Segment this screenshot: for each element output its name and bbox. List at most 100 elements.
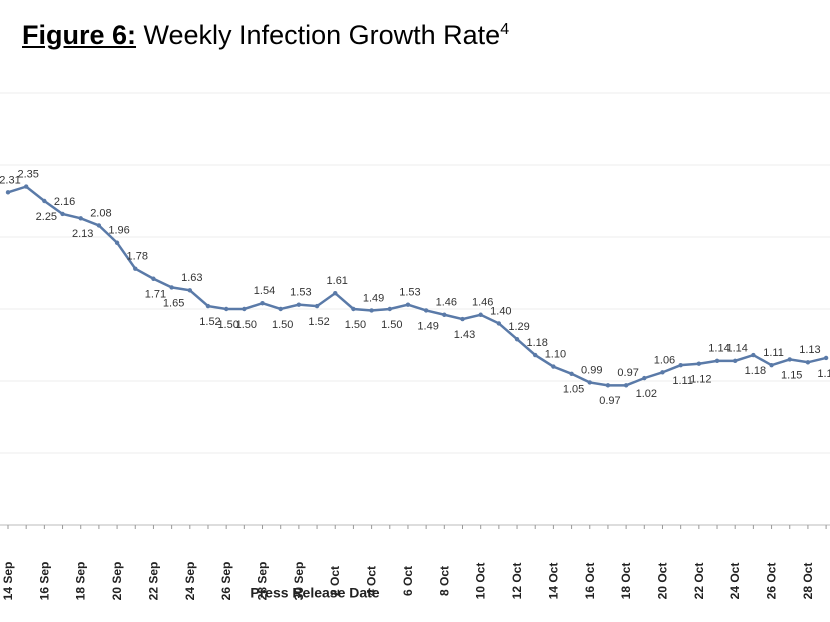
x-tick-label: 14 Oct (546, 563, 560, 600)
x-tick-group: 14 Sep (1, 562, 15, 601)
x-tick-group: 16 Oct (583, 563, 597, 600)
data-label: 2.08 (90, 207, 111, 219)
x-tick-label: 8 Oct (437, 566, 451, 596)
point (605, 383, 611, 388)
x-tick-label: 24 Oct (728, 563, 742, 600)
data-label: 1.46 (436, 297, 457, 309)
x-tick-group: 4 Oct (365, 566, 379, 596)
data-label: 1.52 (199, 316, 220, 328)
x-tick-group: 22 Oct (692, 563, 706, 600)
data-label: 1.15 (781, 369, 802, 381)
point (805, 360, 811, 365)
point (151, 276, 156, 281)
data-label: 1.50 (236, 319, 257, 331)
x-tick-group: 20 Oct (655, 563, 669, 600)
data-label: 0.99 (581, 364, 602, 376)
point (242, 306, 247, 312)
point (551, 364, 556, 369)
data-label: 1.29 (508, 321, 529, 333)
x-tick-group: 24 Sep (183, 562, 197, 601)
x-tick-group: 10 Oct (474, 563, 488, 600)
point (678, 362, 683, 368)
data-label: 1.40 (490, 305, 511, 317)
x-tick-label: 16 Oct (583, 563, 597, 600)
point (205, 303, 211, 309)
x-tick-group: 22 Sep (146, 562, 160, 601)
line (7, 185, 827, 387)
point (387, 306, 392, 312)
x-tick-label: 22 Oct (692, 563, 706, 600)
x-tick-group: 24 Oct (728, 563, 742, 600)
x-tick-label: 4 Oct (365, 566, 379, 596)
point (496, 321, 502, 326)
point (314, 303, 320, 309)
data-label: 1.46 (472, 297, 493, 309)
x-tick-label: 20 Sep (110, 562, 124, 601)
point (42, 198, 47, 204)
x-tick-group: 28 Oct (801, 563, 815, 600)
point (5, 190, 11, 195)
x-tick-group: 12 Oct (510, 563, 524, 600)
data-label: 1.11 (763, 347, 784, 359)
x-tick-group: 26 Sep (219, 562, 233, 601)
x-tick-group: 6 Oct (401, 566, 415, 596)
data-label: 1.49 (417, 320, 438, 332)
x-tick-group: 14 Oct (546, 563, 560, 600)
point (751, 352, 756, 358)
point (333, 290, 338, 296)
point (714, 358, 720, 364)
x-tick-label: 12 Oct (510, 563, 524, 600)
data-label: 1.13 (799, 344, 820, 356)
data-label: 1.14 (726, 343, 747, 355)
point (260, 301, 265, 306)
data-label: 1.18 (745, 365, 766, 377)
point (660, 370, 665, 375)
point (569, 371, 574, 376)
x-tick-label: 18 Sep (74, 562, 88, 601)
data-label: 1.78 (127, 251, 148, 263)
point (769, 362, 774, 368)
point (787, 357, 792, 362)
data-label: 1.50 (217, 319, 238, 331)
point (114, 240, 120, 245)
x-tick-group: 18 Oct (619, 563, 633, 600)
x-tick-label: 28 Oct (801, 563, 815, 600)
data-label: 1.14 (708, 343, 729, 355)
point (369, 308, 374, 313)
x-tick-label: 2 Oct (328, 566, 342, 596)
data-label: 1.18 (527, 337, 548, 349)
point (823, 355, 829, 361)
point (187, 288, 192, 293)
x-tick-label: 6 Oct (401, 566, 415, 596)
point (351, 306, 356, 312)
point (733, 358, 738, 364)
data-label: 2.16 (54, 196, 75, 208)
data-label: 1.06 (654, 354, 675, 366)
point (423, 308, 429, 313)
x-tick-group: 28 Sep (256, 562, 270, 601)
x-tick-group: 20 Sep (110, 562, 124, 601)
data-label: 2.13 (72, 228, 93, 240)
data-label: 1.53 (399, 287, 420, 299)
x-tick-label: 22 Sep (146, 562, 160, 601)
point (133, 266, 138, 271)
x-tick-group: 18 Sep (74, 562, 88, 601)
point (478, 312, 483, 317)
title-label: Figure 6: (22, 20, 137, 50)
point (23, 184, 29, 189)
data-label: 1.50 (272, 319, 293, 331)
data-label: 1.61 (327, 275, 348, 287)
data-label: 2.35 (17, 169, 38, 181)
data-label: 2.31 (0, 174, 21, 186)
point (587, 380, 592, 385)
data-label: 1.02 (636, 388, 657, 400)
x-tick-label: 28 Sep (256, 562, 270, 601)
data-label: 1.63 (181, 272, 202, 284)
data-label: 1.05 (563, 384, 584, 396)
point (296, 302, 302, 307)
data-label: 1.53 (290, 287, 311, 299)
point (278, 306, 283, 312)
data-label: 2.25 (36, 211, 57, 223)
